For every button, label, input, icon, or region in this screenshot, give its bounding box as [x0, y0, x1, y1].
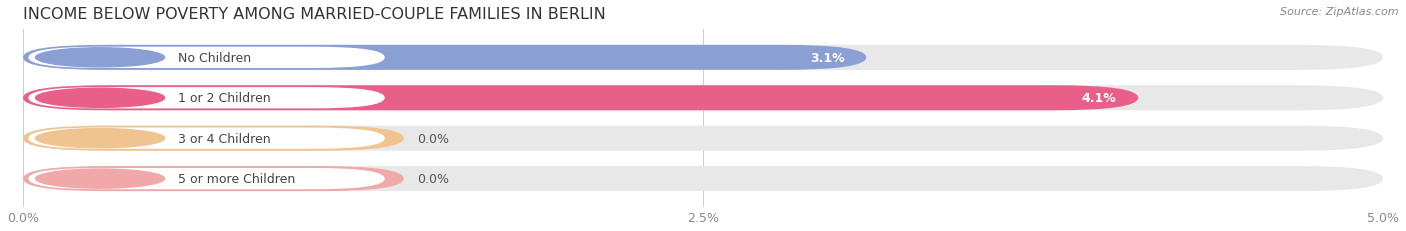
Text: 5 or more Children: 5 or more Children: [179, 172, 295, 185]
Text: 3.1%: 3.1%: [810, 52, 845, 65]
FancyBboxPatch shape: [22, 126, 404, 151]
Circle shape: [35, 89, 165, 108]
Text: INCOME BELOW POVERTY AMONG MARRIED-COUPLE FAMILIES IN BERLIN: INCOME BELOW POVERTY AMONG MARRIED-COUPL…: [22, 7, 606, 22]
FancyBboxPatch shape: [22, 86, 1384, 111]
FancyBboxPatch shape: [22, 126, 1384, 151]
Text: 3 or 4 Children: 3 or 4 Children: [179, 132, 271, 145]
Text: Source: ZipAtlas.com: Source: ZipAtlas.com: [1281, 7, 1399, 17]
Circle shape: [35, 49, 165, 68]
FancyBboxPatch shape: [22, 166, 1384, 191]
FancyBboxPatch shape: [22, 46, 1384, 71]
FancyBboxPatch shape: [22, 166, 404, 191]
FancyBboxPatch shape: [28, 48, 385, 69]
FancyBboxPatch shape: [22, 86, 1139, 111]
Text: 4.1%: 4.1%: [1081, 92, 1116, 105]
Text: No Children: No Children: [179, 52, 252, 65]
Text: 0.0%: 0.0%: [418, 172, 450, 185]
Circle shape: [35, 129, 165, 148]
FancyBboxPatch shape: [28, 128, 385, 149]
FancyBboxPatch shape: [28, 168, 385, 189]
FancyBboxPatch shape: [22, 46, 866, 71]
Text: 0.0%: 0.0%: [418, 132, 450, 145]
Circle shape: [35, 169, 165, 188]
FancyBboxPatch shape: [28, 88, 385, 109]
Text: 1 or 2 Children: 1 or 2 Children: [179, 92, 271, 105]
